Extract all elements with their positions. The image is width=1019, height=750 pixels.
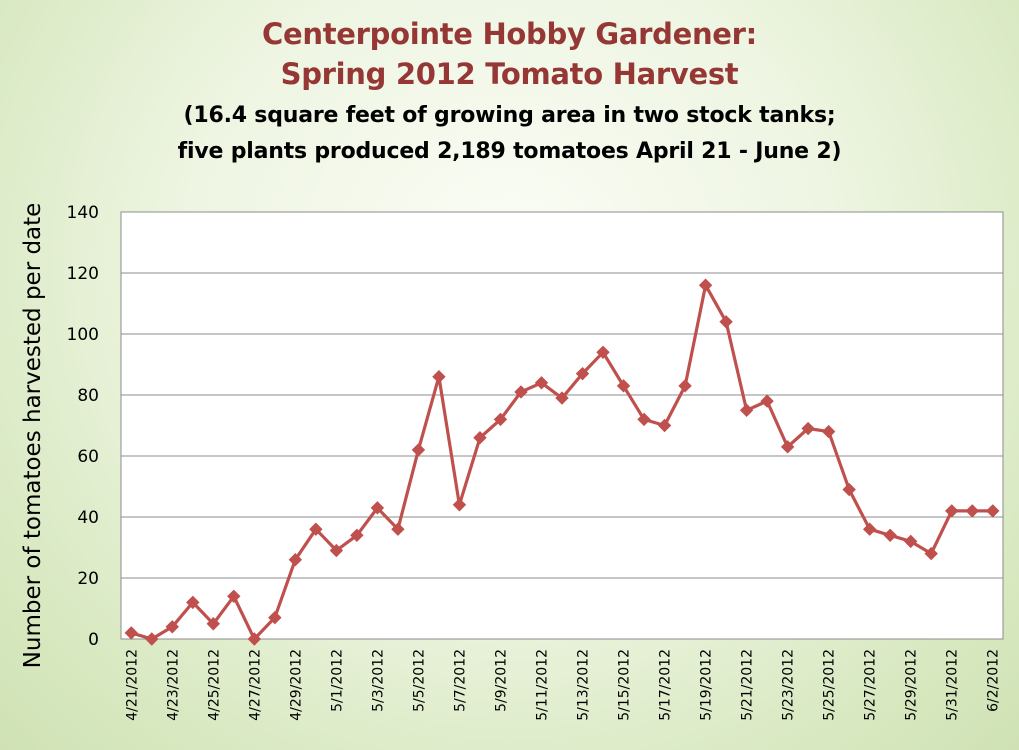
data-point — [719, 315, 733, 329]
data-point — [288, 552, 303, 567]
y-tick-label: 20 — [77, 569, 99, 589]
x-tick-label: 5/15/2012 — [617, 649, 633, 721]
x-tick-label: 6/2/2012 — [986, 649, 1002, 712]
data-point — [903, 534, 918, 549]
data-point — [575, 366, 590, 381]
y-tick-label: 40 — [77, 508, 99, 528]
x-tick-label: 5/27/2012 — [863, 649, 879, 721]
y-tick-label: 80 — [77, 386, 99, 406]
y-tick-label: 60 — [77, 447, 99, 467]
y-tick-label: 0 — [88, 630, 99, 650]
chart-subtitle-line-2: five plants produced 2,189 tomatoes Apri… — [177, 139, 842, 164]
x-tick-label: 5/29/2012 — [904, 649, 920, 721]
data-point — [986, 504, 1000, 518]
x-tick-label: 5/25/2012 — [822, 649, 838, 721]
data-point — [514, 385, 528, 399]
data-point — [391, 522, 405, 536]
x-tick-label: 5/17/2012 — [658, 649, 674, 721]
x-tick-label: 5/3/2012 — [370, 649, 386, 712]
data-point — [965, 504, 979, 518]
data-point — [698, 278, 713, 292]
data-point — [739, 403, 754, 417]
data-point — [801, 421, 815, 436]
y-axis-label: Number of tomatoes harvested per date — [20, 203, 46, 669]
series-harvest — [124, 278, 1000, 646]
y-tick-label: 140 — [67, 203, 99, 223]
x-tick-label: 5/21/2012 — [740, 649, 756, 721]
data-point — [268, 610, 282, 625]
x-tick-label: 5/9/2012 — [493, 649, 509, 712]
plot-area — [120, 211, 1004, 640]
x-tick-label: 5/13/2012 — [576, 649, 592, 721]
data-point — [452, 498, 467, 512]
data-point — [186, 595, 200, 610]
data-point — [596, 345, 610, 360]
chart-title-line-2: Spring 2012 Tomato Harvest — [280, 57, 739, 91]
data-point — [247, 632, 262, 646]
data-point — [411, 443, 426, 457]
data-point — [432, 369, 446, 384]
chart-title-line-1: Centerpointe Hobby Gardener: — [262, 17, 757, 51]
data-point — [616, 379, 631, 393]
x-tick-label: 4/29/2012 — [288, 649, 304, 721]
data-point — [206, 617, 221, 631]
chart-subtitle-line-1: (16.4 square feet of growing area in two… — [183, 103, 836, 128]
gridlines — [121, 272, 1003, 579]
x-tick-label: 5/23/2012 — [781, 649, 797, 721]
x-tick-label: 5/11/2012 — [534, 649, 550, 721]
data-point — [534, 376, 549, 390]
x-tick-label: 5/1/2012 — [329, 649, 345, 712]
data-point — [350, 528, 364, 543]
data-point — [329, 543, 344, 558]
data-point — [945, 504, 959, 518]
x-tick-label: 4/23/2012 — [165, 649, 181, 721]
data-point — [124, 626, 138, 640]
data-point — [473, 430, 487, 445]
data-point — [165, 620, 179, 634]
data-point — [493, 412, 508, 427]
data-point — [678, 379, 692, 393]
data-point — [657, 418, 672, 433]
data-point — [555, 391, 569, 405]
data-point — [227, 589, 241, 604]
data-point — [309, 522, 323, 536]
x-tick-label: 5/5/2012 — [411, 649, 427, 712]
x-tick-label: 4/21/2012 — [124, 649, 140, 721]
x-tick-label: 5/7/2012 — [452, 649, 468, 712]
y-tick-label: 100 — [67, 325, 99, 345]
data-point — [760, 394, 774, 408]
data-point — [883, 528, 897, 543]
x-tick-label: 5/31/2012 — [945, 649, 961, 721]
x-tick-label: 4/27/2012 — [247, 649, 263, 721]
data-point — [842, 482, 856, 497]
y-tick-label: 120 — [67, 264, 99, 284]
data-point — [924, 546, 938, 561]
chart-header: Centerpointe Hobby Gardener: Spring 2012… — [0, 14, 1019, 170]
data-point — [145, 632, 159, 646]
y-axis-ticks: 0 20 40 60 80 100 120 140 — [67, 203, 99, 650]
data-point — [821, 424, 836, 439]
x-tick-label: 4/25/2012 — [206, 649, 222, 721]
data-point — [637, 412, 651, 427]
data-point — [862, 522, 877, 536]
data-point — [370, 501, 385, 515]
data-point — [780, 440, 795, 454]
x-tick-label: 5/19/2012 — [699, 649, 715, 721]
x-axis-ticks: 4/21/2012 4/23/2012 4/25/2012 4/27/2012 4/29… — [124, 649, 1001, 721]
